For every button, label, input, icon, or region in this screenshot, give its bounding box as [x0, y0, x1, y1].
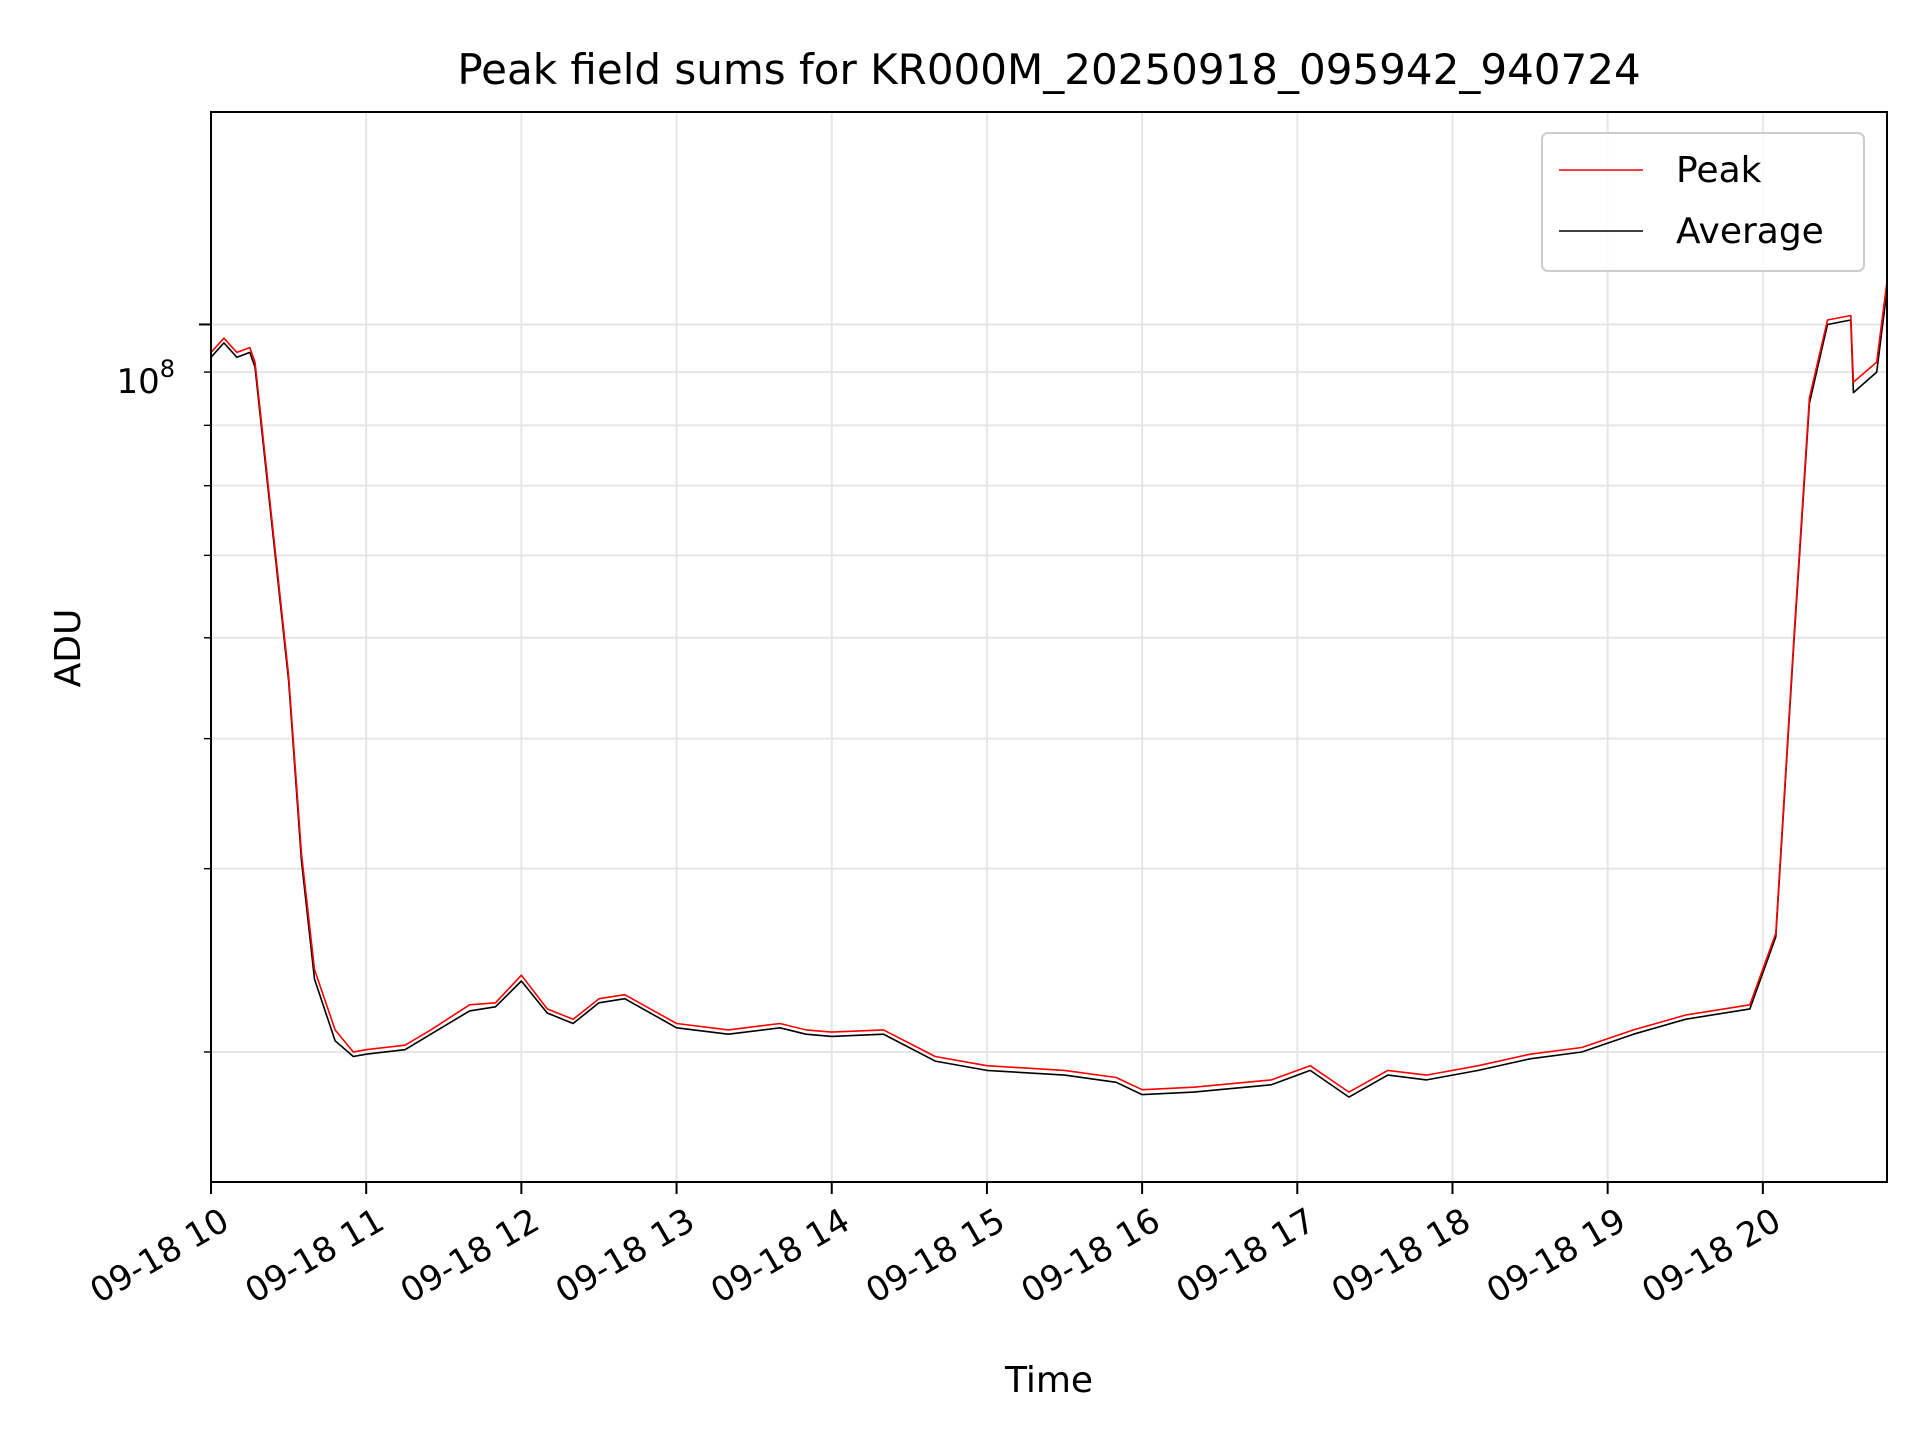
legend: Peak Average: [1541, 132, 1865, 272]
y-tick-base: 10: [116, 362, 159, 402]
legend-label-peak: Peak: [1676, 150, 1762, 191]
plot-lines: [210, 281, 1888, 1098]
grid: [210, 112, 1887, 1182]
chart-title: Peak field sums for KR000M_20250918_0959…: [457, 45, 1640, 94]
y-axis-label: ADU: [48, 609, 89, 688]
series-line-peak: [210, 281, 1888, 1093]
y-axis-ticks: 108: [116, 323, 211, 1053]
plot-frame: [210, 111, 1888, 1183]
series-line-average: [210, 289, 1888, 1098]
x-axis-label: Time: [1004, 1360, 1093, 1401]
legend-label-average: Average: [1676, 211, 1824, 252]
y-tick-exponent: 8: [160, 355, 175, 383]
legend-box: [1541, 132, 1865, 272]
y-tick-label: 108: [116, 355, 175, 402]
